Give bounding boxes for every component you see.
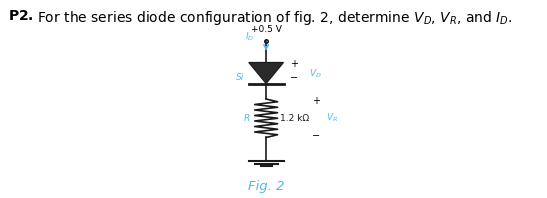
Text: +: + <box>312 96 320 106</box>
Text: Fig. 2: Fig. 2 <box>248 180 284 193</box>
Text: $V_D$: $V_D$ <box>309 68 322 80</box>
Text: R: R <box>244 114 250 123</box>
Text: $I_D$: $I_D$ <box>246 31 255 43</box>
Text: −: − <box>312 130 320 141</box>
Text: $\mathbf{P2.}$: $\mathbf{P2.}$ <box>8 9 34 23</box>
Text: +0.5 V: +0.5 V <box>251 25 282 34</box>
Text: 1.2 kΩ: 1.2 kΩ <box>280 114 309 123</box>
Text: Si: Si <box>236 73 244 82</box>
Text: +: + <box>290 59 299 69</box>
Polygon shape <box>249 62 283 84</box>
Text: $V_R$: $V_R$ <box>325 112 337 125</box>
Text: −: − <box>290 73 299 83</box>
Text: For the series diode configuration of fig. 2, determine $V_D$, $V_R$, and $I_D$.: For the series diode configuration of fi… <box>37 9 513 27</box>
